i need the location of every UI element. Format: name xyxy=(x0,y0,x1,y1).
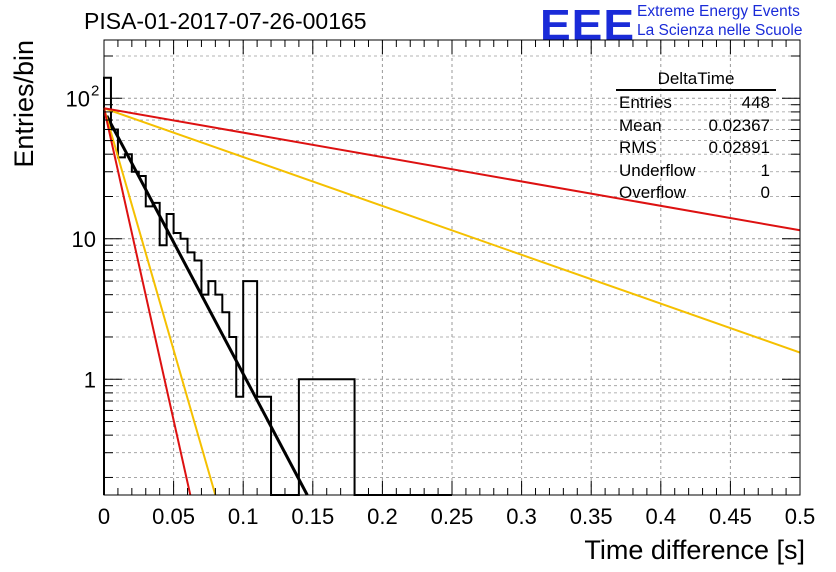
stats-value: 0.02367 xyxy=(708,115,770,135)
stats-value: 448 xyxy=(741,93,770,112)
y-tick-label: 10 xyxy=(66,86,90,111)
x-tick-label: 0.4 xyxy=(646,504,677,529)
x-tick-label: 0.5 xyxy=(785,504,816,529)
red-curve xyxy=(103,107,192,496)
x-tick-label: 0.35 xyxy=(570,504,613,529)
stats-row-entries: Entries 448 xyxy=(612,92,780,115)
stats-label: Overflow xyxy=(619,183,687,202)
run-title: PISA-01-2017-07-26-00165 xyxy=(84,8,367,34)
y-tick-label-exponent: 2 xyxy=(91,82,99,99)
y-axis-label: Entries/bin xyxy=(9,40,39,168)
stats-label: RMS xyxy=(619,138,657,157)
eee-logo: EEE xyxy=(540,0,636,49)
orange-curve xyxy=(103,107,217,496)
axis-ticks xyxy=(103,40,801,495)
stats-row-mean: Mean 0.02367 xyxy=(612,115,780,138)
x-tick-label: 0 xyxy=(98,504,110,529)
x-axis-label: Time difference [s] xyxy=(584,535,805,565)
stats-label: Mean xyxy=(619,115,662,135)
y-tick-label: 10 xyxy=(72,227,96,252)
tick-labels: 0 0.05 0.1 0.15 0.2 0.25 0.3 0.35 0.4 0.45 0.51101… xyxy=(66,82,816,529)
x-tick-label: 0.05 xyxy=(152,504,195,529)
stats-value: 0.02891 xyxy=(708,138,770,157)
stats-title: DeltaTime xyxy=(616,69,776,91)
logo-line-1: Extreme Energy Events xyxy=(637,3,800,20)
logo-caption: Extreme Energy Events La Scienza nelle S… xyxy=(637,2,802,40)
stats-value: 0 xyxy=(760,183,770,202)
stats-label: Underflow xyxy=(619,160,696,180)
stats-row-underflow: Underflow 1 xyxy=(612,160,780,183)
y-tick-label: 1 xyxy=(84,367,96,392)
x-tick-label: 0.1 xyxy=(228,504,259,529)
stats-value: 1 xyxy=(760,160,770,180)
stats-box: DeltaTime Entries 448 Mean 0.02367 RMS 0… xyxy=(612,69,780,205)
orange-curve xyxy=(103,107,801,354)
stats-row-rms: RMS 0.02891 xyxy=(612,137,780,160)
fit-curves xyxy=(103,107,801,496)
x-tick-label: 0.45 xyxy=(709,504,752,529)
grid-lines xyxy=(104,40,800,495)
logo-line-2: La Scienza nelle Scuole xyxy=(637,22,803,39)
black-curve xyxy=(105,115,309,496)
x-tick-label: 0.3 xyxy=(506,504,537,529)
x-tick-label: 0.2 xyxy=(367,504,398,529)
x-tick-label: 0.25 xyxy=(431,504,474,529)
x-tick-label: 0.15 xyxy=(291,504,334,529)
red-curve xyxy=(103,107,801,232)
stats-label: Entries xyxy=(619,93,672,112)
stats-row-overflow: Overflow 0 xyxy=(612,182,780,205)
